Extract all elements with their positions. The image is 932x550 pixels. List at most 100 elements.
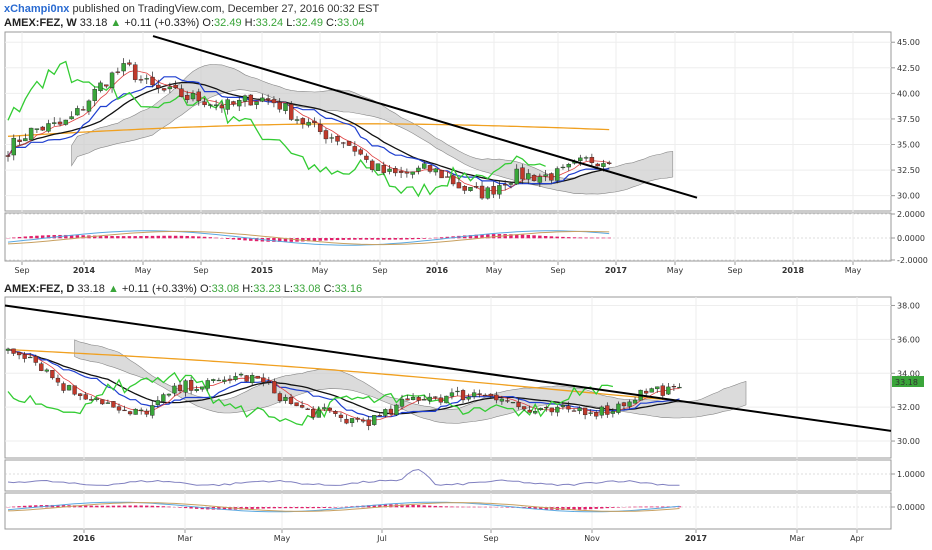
- y-tick-label: 1.0000: [897, 470, 925, 479]
- candle-body: [450, 175, 456, 185]
- c-label: C:: [323, 283, 335, 295]
- y-tick-label: 40.00: [897, 89, 920, 98]
- macd-hist-bar: [318, 238, 322, 241]
- candle-body: [122, 409, 127, 412]
- macd-hist-bar: [382, 238, 386, 240]
- candle-body: [344, 418, 349, 424]
- macd-hist-bar: [455, 506, 460, 508]
- candle-body: [237, 100, 242, 107]
- candle-body: [294, 402, 299, 407]
- lagging-span-line: [7, 371, 614, 426]
- candle-body: [445, 176, 450, 178]
- macd-hist-bar: [122, 505, 127, 508]
- candle-body: [179, 88, 184, 97]
- macd-hist-bar: [543, 235, 548, 239]
- macd-hist-bar: [29, 236, 33, 239]
- macd-hist-bar: [532, 235, 536, 239]
- macd-line: [7, 501, 680, 513]
- macd-hist-bar: [387, 238, 392, 240]
- macd-hist-bar: [590, 237, 594, 239]
- macd-hist-bar: [478, 506, 482, 508]
- y-tick-label: 2.0000: [897, 210, 925, 219]
- macd-hist-bar: [178, 507, 182, 508]
- candle-body: [265, 98, 271, 100]
- candle-body: [11, 137, 17, 156]
- candle-body: [23, 138, 28, 142]
- candle-body: [560, 166, 566, 169]
- candle-body: [369, 160, 375, 170]
- author-link[interactable]: xChampi0nx: [4, 3, 70, 15]
- macd-hist-bar: [416, 238, 421, 240]
- candle-body: [372, 415, 377, 425]
- y-tick-label: 34.00: [897, 369, 920, 378]
- candle-body: [5, 348, 11, 351]
- daily-symbol[interactable]: AMEX:FEZ, D: [4, 283, 75, 295]
- macd-hist-bar: [378, 504, 382, 508]
- x-tick-label: May: [845, 266, 862, 275]
- macd-hist-bar: [278, 507, 282, 509]
- macd-hist-bar: [231, 238, 236, 240]
- macd-hist-bar: [104, 235, 109, 239]
- macd-hist-bar: [39, 505, 43, 508]
- macd-hist-bar: [410, 238, 415, 240]
- candle-body: [144, 410, 149, 415]
- candle-body: [543, 174, 548, 177]
- macd-hist-bar: [12, 237, 16, 239]
- candle-body: [341, 142, 346, 144]
- weekly-symbol[interactable]: AMEX:FEZ, W: [4, 17, 77, 29]
- candle-body: [222, 379, 227, 382]
- candle-body: [632, 399, 638, 404]
- candle-body: [502, 184, 508, 186]
- macd-hist-bar: [514, 234, 519, 239]
- macd-hist-bar: [173, 235, 178, 239]
- macd-hist-bar: [61, 505, 66, 508]
- macd-hist-bar: [322, 507, 326, 508]
- macd-hist-bar: [267, 507, 271, 509]
- candle-body: [416, 167, 421, 172]
- candle-body: [508, 183, 514, 185]
- candle-body: [227, 378, 233, 381]
- candle-body: [94, 398, 99, 400]
- candle-body: [139, 409, 144, 411]
- macd-hist-bar: [411, 504, 415, 508]
- candle-body: [150, 405, 155, 416]
- candle-body: [427, 396, 432, 401]
- x-tick-label: 2016: [73, 534, 96, 543]
- macd-hist-bar: [95, 505, 99, 508]
- tenkan-line: [7, 70, 610, 192]
- macd-hist-bar: [139, 236, 143, 239]
- macd-hist-bar: [89, 505, 93, 508]
- macd-hist-bar: [520, 234, 525, 239]
- macd-hist-bar: [358, 238, 363, 240]
- macd-hist-bar: [117, 505, 121, 508]
- candle-body: [606, 162, 612, 164]
- candle-body: [200, 386, 205, 390]
- candle-body: [111, 401, 116, 408]
- candle-body: [491, 186, 496, 195]
- candle-body: [205, 380, 210, 389]
- macd-hist-bar: [439, 506, 443, 508]
- candle-body: [468, 187, 473, 191]
- macd-hist-bar: [578, 237, 583, 239]
- macd-hist-bar: [445, 236, 450, 239]
- macd-hist-bar: [655, 506, 659, 508]
- macd-hist-bar: [311, 507, 315, 509]
- macd-hist-bar: [433, 505, 437, 508]
- x-tick-label: May: [667, 266, 684, 275]
- candle-body: [260, 97, 265, 102]
- macd-hist-bar: [561, 236, 565, 239]
- daily-macd-panel-frame: [4, 492, 892, 530]
- candle-body: [50, 370, 55, 379]
- macd-hist-bar: [40, 235, 45, 239]
- macd-hist-bar: [150, 505, 154, 508]
- macd-hist-bar: [505, 507, 510, 508]
- weekly-macd-panel: [4, 212, 895, 262]
- candle-body: [388, 408, 394, 414]
- up-arrow-icon: ▲: [107, 283, 119, 295]
- candle-body: [410, 396, 416, 401]
- lagging-span-line: [7, 60, 546, 198]
- candle-body: [196, 91, 201, 102]
- o-label: O:: [199, 283, 212, 295]
- candle-body: [305, 408, 310, 410]
